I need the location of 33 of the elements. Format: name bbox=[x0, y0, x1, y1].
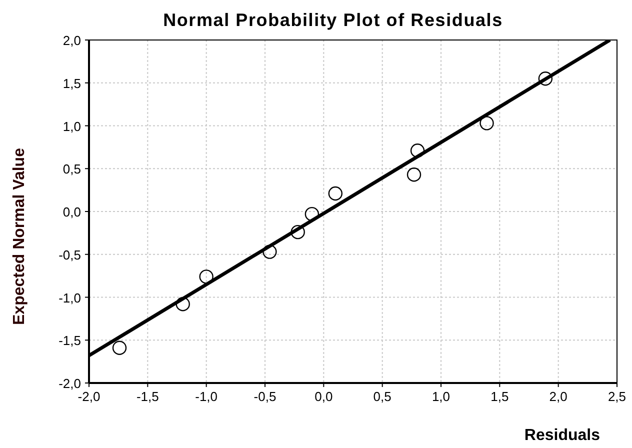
y-tick-label: 1,5 bbox=[62, 76, 81, 91]
point bbox=[406, 168, 422, 182]
point bbox=[290, 224, 305, 240]
y-tick-label: 0,5 bbox=[62, 162, 81, 177]
point bbox=[199, 270, 214, 284]
x-axis-title: Residuals bbox=[524, 427, 600, 444]
y-tick-label: -1,5 bbox=[58, 333, 81, 348]
point bbox=[112, 340, 127, 355]
y-axis-title: Expected Normal Value bbox=[11, 148, 28, 325]
point bbox=[328, 186, 342, 201]
y-tick-label: 0,0 bbox=[62, 204, 81, 220]
y-tick-label: -0,5 bbox=[58, 247, 81, 262]
x-tick-label: 2,0 bbox=[549, 389, 568, 404]
chart-title: Normal Probability Plot of Residuals bbox=[163, 10, 503, 30]
point bbox=[176, 297, 190, 312]
point bbox=[262, 244, 277, 259]
x-tick-label: -1,0 bbox=[195, 389, 218, 404]
y-tick-label: 1,0 bbox=[62, 118, 81, 134]
x-tick-label: 1,5 bbox=[490, 389, 509, 404]
y-tick-label: -2,0 bbox=[58, 376, 81, 391]
y-tick-label: -1,0 bbox=[58, 290, 81, 306]
y-tick-label: 2,0 bbox=[62, 33, 81, 48]
x-tick-label: -2,0 bbox=[78, 389, 100, 404]
point bbox=[480, 116, 494, 130]
x-tick-label: 1,0 bbox=[432, 389, 450, 404]
x-tick-label: -0,5 bbox=[254, 389, 276, 404]
x-tick-label: 2,5 bbox=[608, 389, 626, 404]
point bbox=[538, 71, 553, 86]
point bbox=[410, 144, 425, 158]
x-tick-label: 0,0 bbox=[314, 389, 333, 404]
point bbox=[304, 206, 320, 222]
x-tick-label: -1,5 bbox=[136, 389, 159, 404]
x-tick-label: 0,5 bbox=[373, 389, 392, 404]
